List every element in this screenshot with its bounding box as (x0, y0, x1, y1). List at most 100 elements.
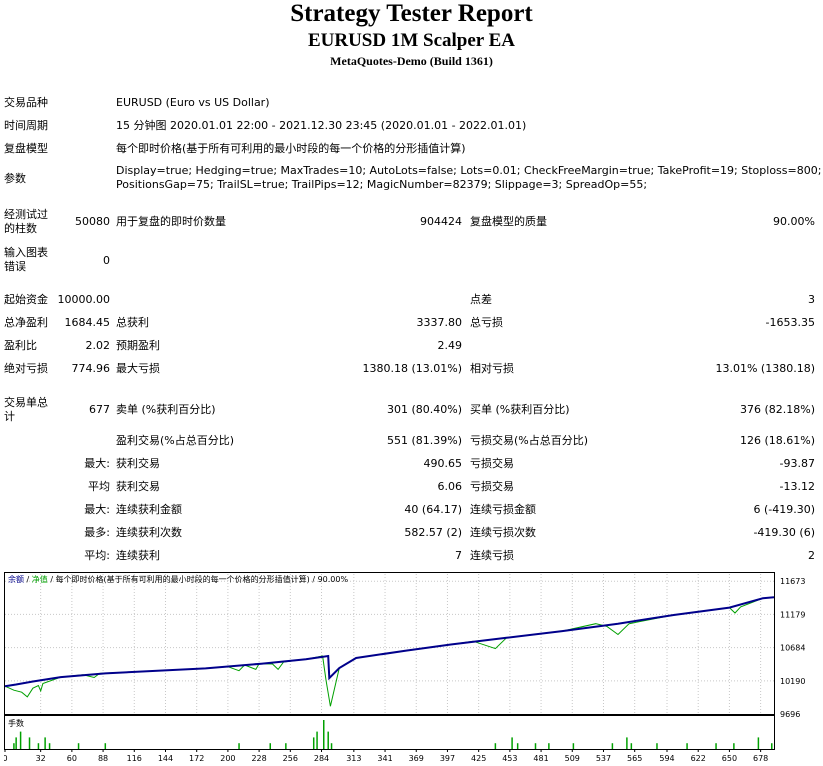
loss-trades-label: 亏损交易(%占总百分比) (470, 434, 589, 447)
x-tick-label: 256 (283, 754, 298, 763)
profit-trades-label: 盈利交易(%占总百分比) (116, 434, 235, 447)
x-tick-label: 144 (158, 754, 173, 763)
volume-label: 手数 (8, 718, 24, 728)
maximal-consec-loss-label: 连续亏损次数 (470, 526, 536, 539)
x-tick-labels: 0 32 60 88 116 144 172 200 228 256 284 313 341 369 397… (2, 749, 768, 763)
x-tick-label: 650 (722, 754, 737, 763)
gross-loss-value: -1653.35 (765, 316, 815, 329)
average-loss-value: -13.12 (779, 480, 815, 493)
params-label: 参数 (4, 172, 26, 185)
x-tick-label: 453 (502, 754, 517, 763)
average-profit-label: 获利交易 (116, 480, 160, 493)
rel-drawdown-value: 13.01% (1380.18) (715, 362, 815, 375)
x-tick-label: 594 (659, 754, 674, 763)
y-tick-label: 10684 (780, 644, 805, 653)
expected-payoff-label: 预期盈利 (116, 339, 160, 352)
x-tick-label: 32 (36, 754, 46, 763)
balance-chart-svg: 11673 11179 10684 10190 9696 0 32 60 88 116 144 17… (2, 572, 805, 763)
gross-loss-label: 总亏损 (470, 316, 503, 329)
x-tick-label: 60 (67, 754, 77, 763)
largest-label: 最大: (84, 457, 110, 470)
rel-drawdown-label: 相对亏损 (470, 362, 514, 375)
maximal-label: 最多: (84, 526, 110, 539)
x-tick-label: 0 (4, 754, 8, 763)
x-tick-label: 678 (753, 754, 768, 763)
x-tick-label: 622 (691, 754, 706, 763)
loss-trades-value: 126 (18.61%) (739, 434, 815, 447)
params-line-2: PositionsGap=75; TrailSL=true; TrailPips… (116, 178, 648, 191)
max-consec-label: 最大: (84, 503, 110, 516)
long-trades-value: 376 (82.18%) (739, 403, 815, 416)
ticks-label: 用于复盘的即时价数量 (116, 215, 226, 228)
short-trades-label: 卖单 (%获利百分比) (116, 403, 216, 416)
symbol-label: 交易品种 (4, 96, 48, 109)
quality-value: 90.00% (773, 215, 815, 228)
y-tick-label: 9696 (780, 710, 800, 719)
period-label: 时间周期 (4, 119, 48, 132)
profit-trades-value: 551 (81.39%) (386, 434, 462, 447)
abs-drawdown-label: 绝对亏损 (4, 362, 48, 375)
errors-value: 0 (103, 254, 110, 267)
y-tick-labels: 11673 11179 10684 10190 9696 (780, 577, 805, 719)
max-drawdown-value: 1380.18 (13.01%) (362, 362, 462, 375)
x-tick-label: 228 (251, 754, 266, 763)
x-tick-label: 200 (220, 754, 235, 763)
avg-consec-wins-value: 7 (455, 549, 462, 562)
largest-loss-value: -93.87 (779, 457, 815, 470)
x-tick-label: 369 (409, 754, 424, 763)
spread-label: 点差 (470, 293, 492, 306)
quality-label: 复盘模型的质量 (470, 215, 547, 228)
legend-model: 每个即时价格(基于所有可利用的最小时段的每一个价格的分形插值计算) / 90.0… (56, 574, 349, 584)
x-tick-label: 481 (533, 754, 548, 763)
abs-drawdown-value: 774.96 (71, 362, 111, 375)
max-drawdown-label: 最大亏损 (116, 362, 160, 375)
x-tick-label: 172 (189, 754, 204, 763)
avg-consec-wins-label: 连续获利 (116, 549, 160, 562)
bars-label: 经测试过的柱数 (4, 208, 48, 235)
ticks-value: 904424 (420, 215, 462, 228)
max-consec-wins-label: 连续获利金额 (116, 503, 182, 516)
x-tick-label: 565 (627, 754, 642, 763)
max-consec-losses-value: 6 (-419.30) (753, 503, 815, 516)
main-plot-frame (4, 572, 775, 715)
grid-lines (5, 574, 774, 714)
x-tick-label: 341 (377, 754, 392, 763)
short-trades-value: 301 (80.40%) (386, 403, 462, 416)
y-tick-label: 11179 (780, 610, 805, 619)
max-consec-losses-label: 连续亏损金额 (470, 503, 536, 516)
x-tick-label: 284 (314, 754, 329, 763)
report-title: Strategy Tester Report (290, 0, 533, 27)
model-label: 复盘模型 (4, 142, 48, 155)
x-tick-label: 88 (98, 754, 108, 763)
period-value: 15 分钟图 2020.01.01 22:00 - 2021.12.30 23:… (116, 119, 527, 132)
average-label: 平均 (88, 480, 110, 493)
x-tick-label: 509 (565, 754, 580, 763)
largest-profit-label: 获利交易 (116, 457, 160, 470)
maximal-consec-profit-value: 582.57 (2) (404, 526, 462, 539)
gross-profit-value: 3337.80 (416, 316, 463, 329)
average-profit-value: 6.06 (437, 480, 463, 493)
profit-factor-label: 盈利比 (4, 339, 37, 352)
model-value: 每个即时价格(基于所有可利用的最小时段的每一个价格的分形插值计算) (116, 142, 466, 155)
x-tick-label: 537 (596, 754, 611, 763)
largest-loss-label: 亏损交易 (470, 457, 514, 470)
profit-factor-value: 2.02 (85, 339, 111, 352)
server-build: MetaQuotes-Demo (Build 1361) (330, 54, 493, 68)
total-trades-label: 交易单总计 (4, 396, 48, 423)
initial-deposit-value: 10000.00 (57, 293, 111, 306)
params-line-1: Display=true; Hedging=true; MaxTrades=10… (116, 164, 822, 177)
total-trades-value: 677 (89, 403, 110, 416)
volume-plot-frame (4, 715, 775, 750)
net-profit-label: 总净盈利 (4, 316, 48, 329)
volume-bars (13, 720, 773, 749)
spread-value: 3 (808, 293, 815, 306)
initial-deposit-label: 起始资金 (4, 293, 48, 306)
average-loss-label: 亏损交易 (470, 480, 514, 493)
legend-equity: 净值 (32, 574, 48, 584)
legend-sep-2: / (48, 575, 56, 584)
symbol-value: EURUSD (Euro vs US Dollar) (116, 96, 270, 109)
maximal-consec-loss-value: -419.30 (6) (753, 526, 815, 539)
gross-profit-label: 总获利 (116, 316, 149, 329)
x-tick-label: 116 (127, 754, 142, 763)
maximal-consec-profit-label: 连续获利次数 (116, 526, 182, 539)
